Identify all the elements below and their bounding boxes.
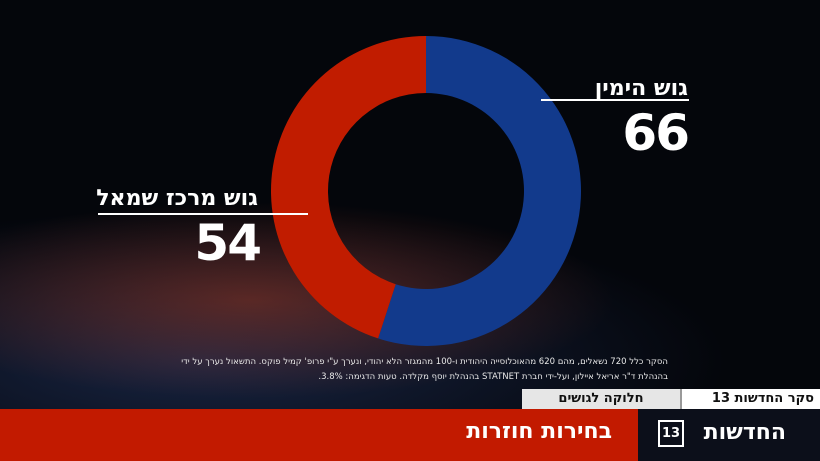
brand-block: החדשות 13: [638, 409, 820, 461]
brand-name: החדשות: [703, 420, 786, 445]
headline: בחירות חוזרות: [466, 419, 612, 444]
methodology-note-line2: בהנהלת ד"ר אריאל איילון, ועל-ידי חברת ST…: [318, 372, 668, 382]
left-bloc-value: 54: [194, 214, 262, 272]
bottom-banner: בחירות חוזרות החדשות 13: [0, 409, 820, 461]
info-strip: סקר החדשות 13 חלוקה לגושים: [522, 389, 820, 409]
right-bloc-label: גוש הימין: [594, 76, 688, 101]
methodology-note-line1: הסקר כלל 720 נשאלים, מהם 620 מהאוכלוסייה…: [181, 357, 668, 367]
donut-slice-1: [271, 36, 426, 339]
poll-label: סקר החדשות 13: [711, 391, 814, 406]
donut-slice-0: [378, 36, 581, 346]
channel-13-logo-icon: 13: [658, 420, 684, 447]
right-bloc-value: 66: [622, 104, 690, 162]
left-bloc-label: גוש מרכז שמאל: [96, 186, 258, 211]
right-bloc-underline: [541, 99, 689, 101]
left-bloc-underline: [98, 213, 308, 215]
section-label: חלוקה לגושים: [522, 389, 682, 409]
